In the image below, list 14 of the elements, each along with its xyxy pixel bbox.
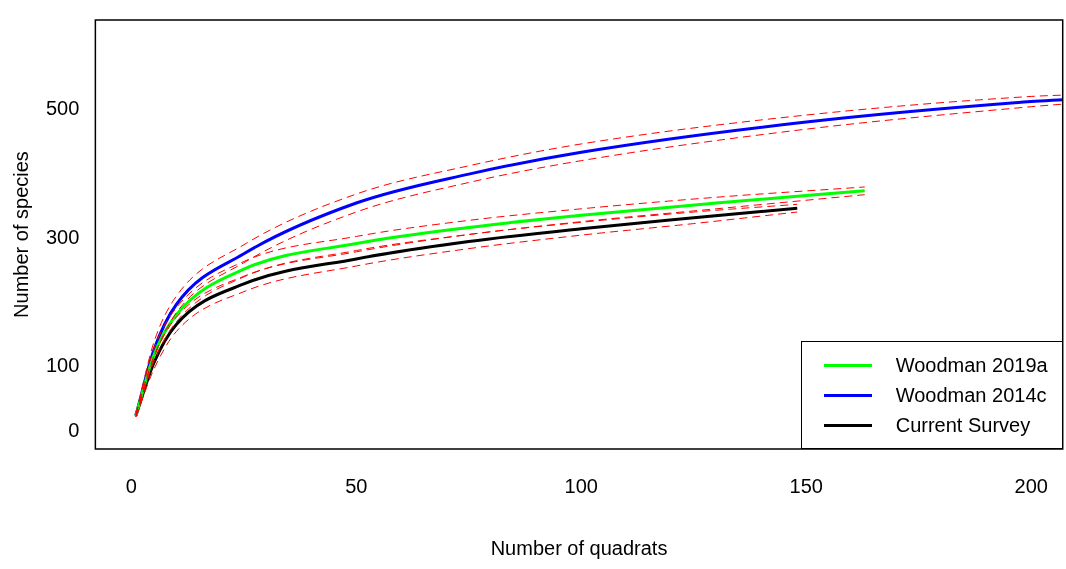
y-tick-label: 500	[45, 97, 80, 120]
y-tick-label: 300	[45, 225, 80, 248]
legend-label: Woodman 2019a	[895, 353, 1048, 378]
x-tick-label: 100	[564, 474, 598, 497]
x-tick-label: 150	[789, 474, 823, 497]
x-tick-label: 0	[125, 474, 137, 497]
y-tick-label: 100	[45, 354, 80, 377]
x-tick-label: 200	[1014, 474, 1048, 497]
legend-label: Current Survey	[895, 413, 1031, 438]
y-axis-title: Number of species	[9, 151, 32, 318]
legend-label: Woodman 2014c	[895, 383, 1047, 408]
y-tick-label: 0	[68, 418, 80, 441]
x-axis-title: Number of quadrats	[490, 536, 668, 559]
x-tick-label: 50	[345, 474, 368, 497]
